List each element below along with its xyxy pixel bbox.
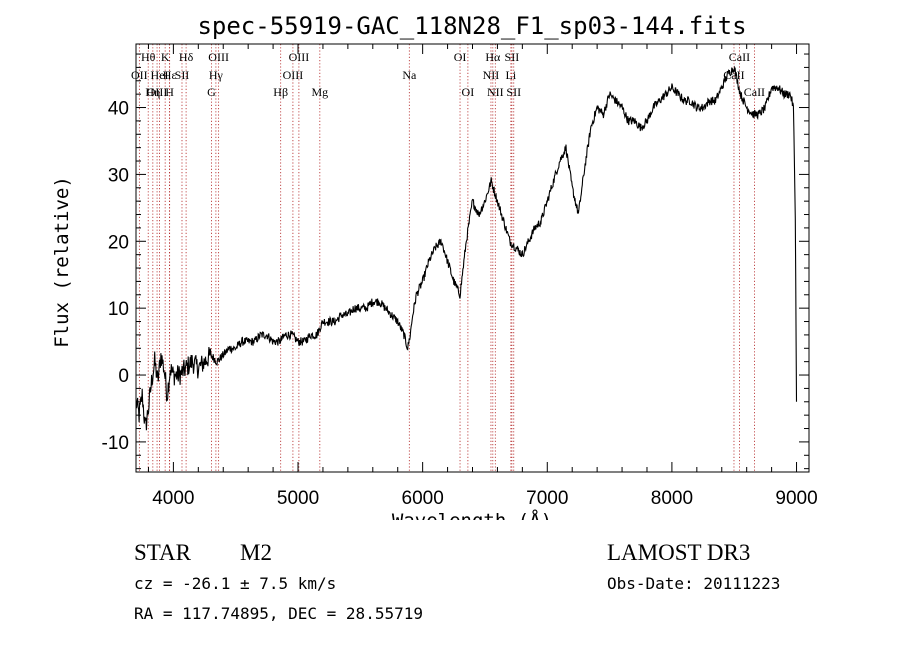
spectral-line-label: Hη bbox=[145, 85, 160, 99]
y-tick-label: -10 bbox=[102, 433, 129, 454]
coordinates: RA = 117.74895, DEC = 28.55719 bbox=[134, 604, 423, 623]
x-axis-label: Wavelength (Å) bbox=[392, 509, 552, 520]
spectrum-series-line bbox=[135, 65, 798, 431]
spectral-line-label: Hγ bbox=[209, 68, 224, 82]
object-subclass: M2 bbox=[240, 540, 272, 565]
spectral-line-label: CaII bbox=[729, 50, 750, 64]
spectral-line-label: OIII bbox=[147, 85, 168, 99]
chart-title: spec-55919-GAC_118N28_F1_sp03-144.fits bbox=[197, 12, 746, 40]
y-tick-label: 30 bbox=[108, 165, 129, 186]
obs-date: Obs-Date: 20111223 bbox=[607, 574, 781, 593]
x-tick-label: 8000 bbox=[651, 488, 693, 509]
x-axis-ticks: 4000 5000 6000 7000 8000 9000 bbox=[147, 44, 818, 509]
spectral-line-label: K bbox=[161, 50, 170, 64]
redshift-info: cz = -26.1 ± 7.5 km/s bbox=[134, 574, 337, 593]
spectral-line-label: SII bbox=[505, 50, 520, 64]
spectral-line-label: Li bbox=[506, 68, 517, 82]
spectral-line-label: NII bbox=[487, 85, 504, 99]
spectral-line-label: SII bbox=[506, 85, 521, 99]
spectral-line-markers bbox=[138, 44, 755, 472]
spectral-line-label: Hθ bbox=[141, 50, 156, 64]
y-axis-label: Flux (relative) bbox=[51, 176, 73, 348]
spectral-line-label: Mg bbox=[311, 85, 328, 99]
object-class: STAR bbox=[134, 540, 191, 565]
spectrum-chart: spec-55919-GAC_118N28_F1_sp03-144.fits H… bbox=[51, 12, 818, 520]
spectral-line-label: OIII bbox=[289, 50, 310, 64]
y-tick-label: 0 bbox=[118, 366, 129, 387]
x-tick-label: 5000 bbox=[277, 488, 319, 509]
y-tick-label: 40 bbox=[108, 99, 129, 120]
spectral-line-label: Na bbox=[402, 68, 417, 82]
x-tick-label: 9000 bbox=[775, 488, 817, 509]
spectral-line-label: Hβ bbox=[273, 85, 288, 99]
plot-frame bbox=[135, 43, 810, 473]
spectral-line-label: Hδ bbox=[179, 50, 194, 64]
spectral-line-label: CaII bbox=[744, 85, 765, 99]
spectral-line-label: NII bbox=[483, 68, 500, 82]
spectral-line-label: OI bbox=[462, 85, 475, 99]
survey-name: LAMOST DR3 bbox=[607, 540, 751, 565]
spectral-line-label: OIII bbox=[208, 50, 229, 64]
spectral-line-label: OII bbox=[131, 68, 148, 82]
x-tick-label: 6000 bbox=[402, 488, 444, 509]
spectral-line-label: Hα bbox=[485, 50, 501, 64]
spectral-line-label: G bbox=[207, 85, 216, 99]
y-axis-ticks: -10 0 10 20 30 40 bbox=[102, 53, 809, 470]
spectral-line-label: H bbox=[165, 85, 174, 99]
spectral-line-label: SII bbox=[175, 68, 190, 82]
spectral-line-label: OIII bbox=[283, 68, 304, 82]
y-tick-label: 20 bbox=[108, 232, 129, 253]
y-tick-label: 10 bbox=[108, 299, 129, 320]
x-tick-label: 4000 bbox=[152, 488, 194, 509]
spectral-line-label: Hε bbox=[163, 68, 177, 82]
x-tick-label: 7000 bbox=[526, 488, 568, 509]
spectral-line-label: OI bbox=[454, 50, 467, 64]
spectral-line-label: HeI bbox=[151, 68, 169, 82]
